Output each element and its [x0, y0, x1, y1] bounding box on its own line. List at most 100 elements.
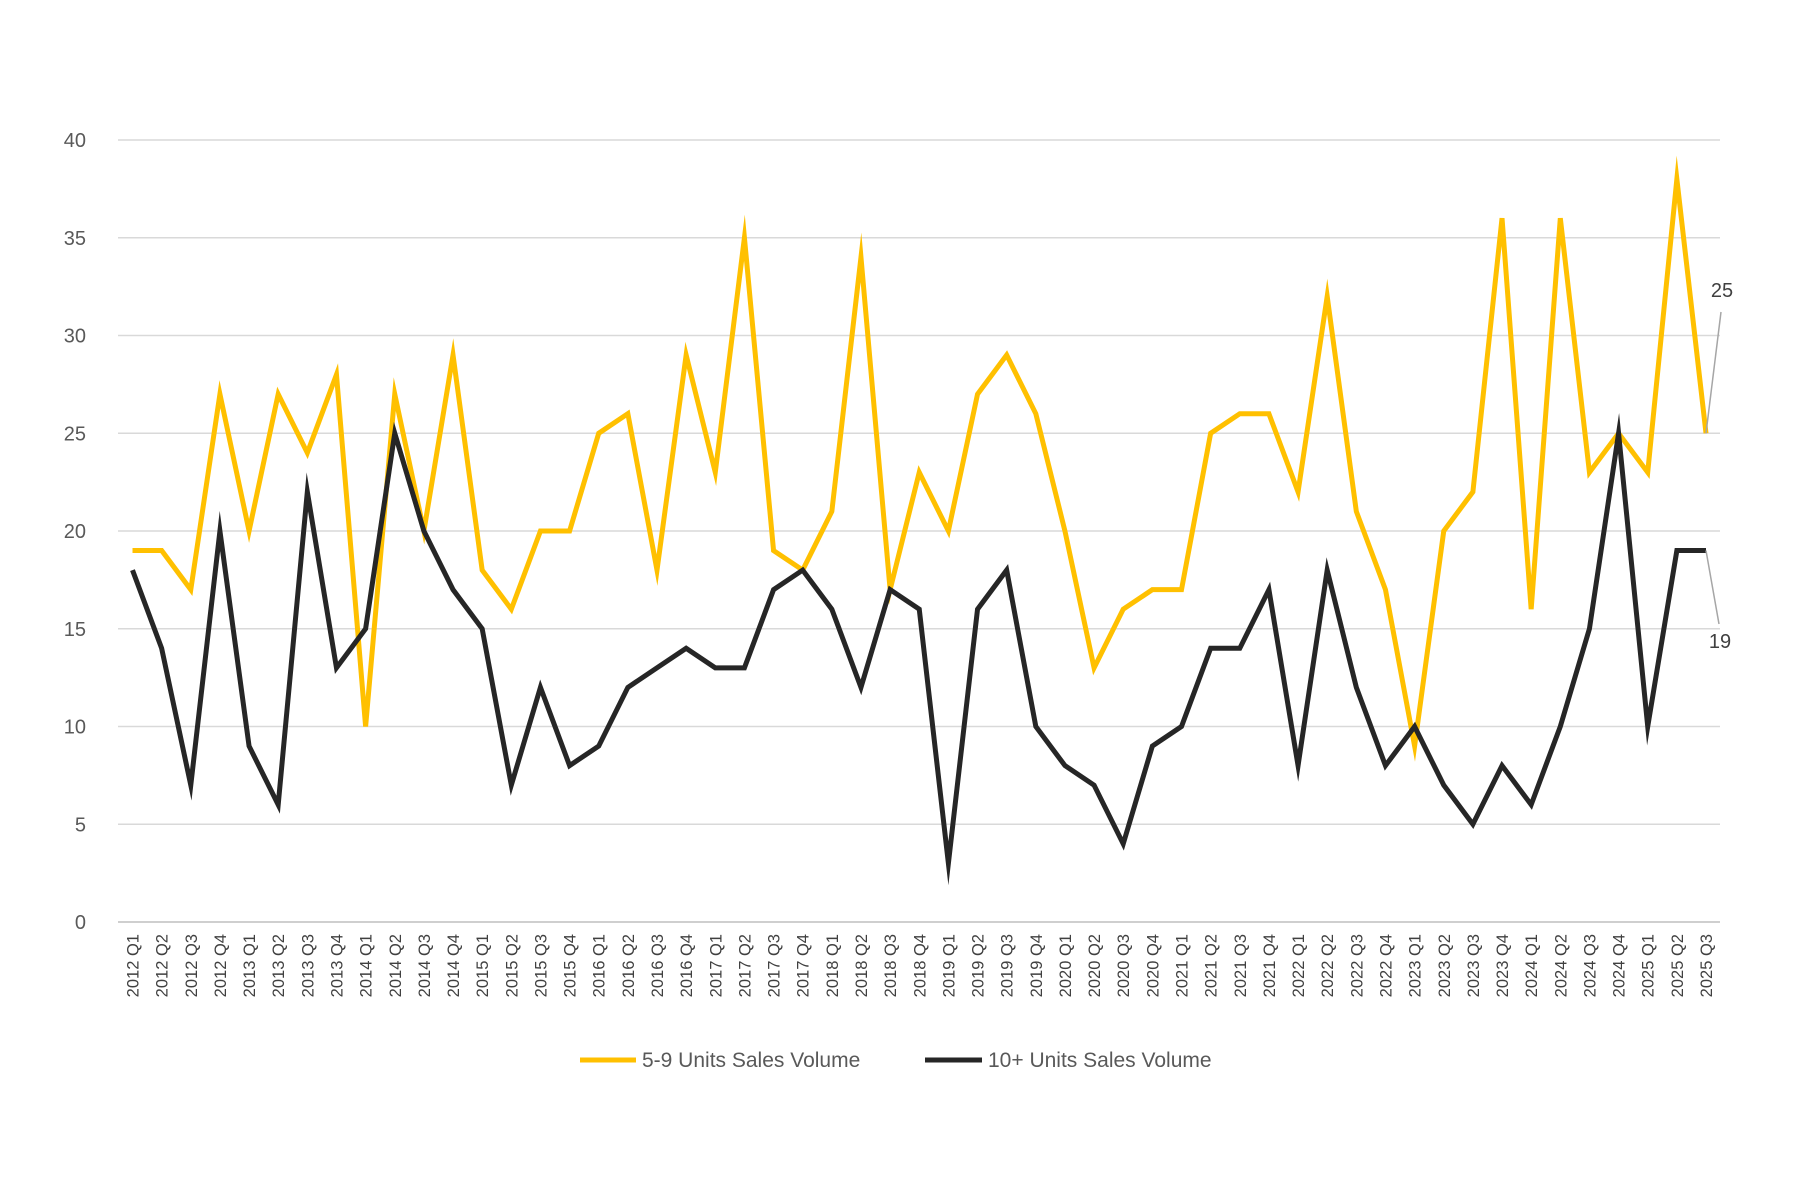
data-point	[713, 470, 718, 475]
data-point	[509, 607, 514, 612]
y-tick-label: 10	[64, 717, 86, 739]
data-point	[451, 587, 456, 592]
series-line-5-9-units	[132, 155, 1709, 762]
x-tick-label: 2013 Q1	[241, 934, 259, 997]
data-point	[713, 665, 718, 670]
y-tick-label: 0	[75, 912, 86, 934]
x-tick-label: 2021 Q2	[1203, 934, 1221, 997]
x-axis-tick-labels: 2012 Q1 2012 Q2 2012 Q3 2012 Q4 2013 Q1 2013 …	[125, 934, 1717, 997]
data-point	[684, 646, 689, 651]
data-point	[1062, 529, 1067, 534]
data-point	[159, 548, 164, 553]
x-tick-label: 2012 Q4	[212, 934, 230, 997]
x-tick-label: 2012 Q2	[154, 934, 172, 997]
x-tick-label: 2025 Q2	[1669, 934, 1687, 997]
data-point	[655, 568, 660, 573]
data-point	[946, 529, 951, 534]
data-point	[1150, 587, 1155, 592]
series-lines	[130, 155, 1709, 886]
x-tick-label: 2023 Q3	[1465, 934, 1483, 997]
x-tick-label: 2020 Q3	[1115, 934, 1133, 997]
data-point	[1296, 489, 1301, 494]
x-tick-label: 2013 Q4	[328, 934, 346, 997]
y-tick-label: 25	[64, 423, 86, 445]
data-point	[538, 529, 543, 534]
data-point	[1558, 216, 1563, 221]
data-point	[1325, 294, 1330, 299]
data-point	[625, 411, 630, 416]
x-tick-label: 2025 Q3	[1698, 934, 1716, 997]
end-value-annotations: 25 19	[1705, 280, 1733, 653]
data-point	[1179, 587, 1184, 592]
data-point	[1587, 626, 1592, 631]
data-point	[334, 372, 339, 377]
data-point	[1587, 470, 1592, 475]
x-tick-label: 2015 Q1	[474, 934, 492, 997]
legend-label-5-9-units: 5-9 Units Sales Volume	[642, 1049, 860, 1072]
data-point	[1237, 411, 1242, 416]
data-point	[1500, 216, 1505, 221]
data-point	[771, 587, 776, 592]
x-tick-label: 2023 Q4	[1494, 934, 1512, 997]
data-point	[567, 529, 572, 534]
data-point	[159, 646, 164, 651]
data-point	[1208, 646, 1213, 651]
x-tick-label: 2014 Q1	[358, 934, 376, 997]
y-tick-label: 30	[64, 326, 86, 348]
x-tick-label: 2021 Q1	[1174, 934, 1192, 997]
y-tick-label: 5	[75, 814, 86, 836]
data-point	[1354, 685, 1359, 690]
data-point	[1092, 783, 1097, 788]
y-axis-tick-labels: 0 5 10 15 20 25 30 35 40	[64, 130, 86, 934]
data-point	[1412, 744, 1417, 749]
legend-label-10-plus-units: 10+ Units Sales Volume	[988, 1049, 1212, 1072]
data-point	[829, 509, 834, 514]
x-tick-label: 2024 Q2	[1552, 934, 1570, 997]
x-tick-label: 2020 Q2	[1086, 934, 1104, 997]
data-point	[247, 529, 252, 534]
data-point	[130, 568, 135, 573]
data-point	[188, 783, 193, 788]
x-tick-label: 2024 Q4	[1611, 934, 1629, 997]
data-point	[363, 626, 368, 631]
x-tick-label: 2016 Q1	[591, 934, 609, 997]
series-line-10-plus-units	[130, 412, 1706, 886]
data-point	[596, 744, 601, 749]
data-point	[538, 685, 543, 690]
data-point	[1470, 822, 1475, 827]
x-tick-label: 2016 Q2	[620, 934, 638, 997]
data-point	[684, 353, 689, 358]
data-point	[451, 353, 456, 358]
data-point	[1441, 529, 1446, 534]
data-point	[247, 744, 252, 749]
data-point	[888, 587, 893, 592]
data-point	[1121, 607, 1126, 612]
data-point	[1674, 548, 1679, 553]
x-tick-label: 2019 Q3	[999, 934, 1017, 997]
data-point	[1412, 724, 1417, 729]
data-point	[917, 470, 922, 475]
data-point	[742, 235, 747, 240]
x-tick-label: 2021 Q4	[1261, 934, 1279, 997]
y-tick-label: 15	[64, 619, 86, 641]
x-tick-label: 2013 Q2	[270, 934, 288, 997]
data-point	[334, 665, 339, 670]
data-point	[771, 548, 776, 553]
x-tick-label: 2013 Q3	[299, 934, 317, 997]
x-tick-label: 2023 Q1	[1407, 934, 1425, 997]
x-tick-label: 2015 Q3	[532, 934, 550, 997]
x-tick-label: 2014 Q2	[387, 934, 405, 997]
data-point	[1004, 568, 1009, 573]
x-tick-label: 2018 Q2	[853, 934, 871, 997]
x-tick-label: 2016 Q3	[649, 934, 667, 997]
data-point	[742, 665, 747, 670]
data-point	[1645, 724, 1650, 729]
x-tick-label: 2022 Q1	[1290, 934, 1308, 997]
x-tick-label: 2025 Q1	[1640, 934, 1658, 997]
gridlines	[118, 139, 1720, 923]
data-point	[1033, 411, 1038, 416]
data-point	[1325, 568, 1330, 573]
y-tick-label: 35	[64, 228, 86, 250]
x-tick-label: 2017 Q2	[736, 934, 754, 997]
